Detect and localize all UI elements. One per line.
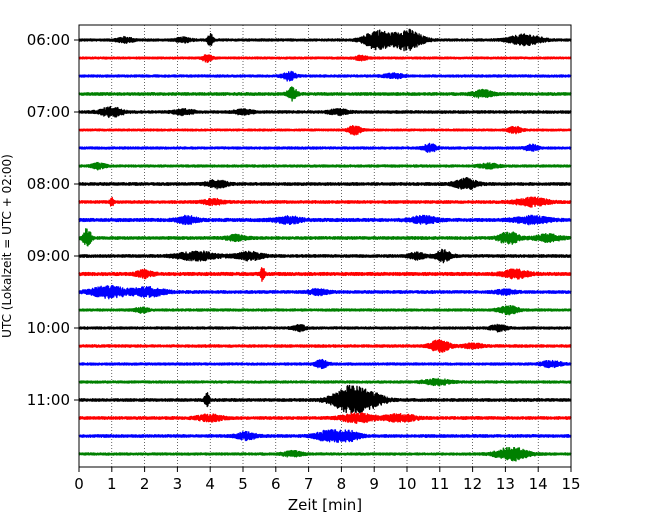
- trace-0800: [78, 177, 572, 190]
- y-tick-label: 07:00: [27, 103, 70, 121]
- plot-frame: [78, 24, 572, 468]
- trace-0700: [78, 105, 572, 119]
- trace-0845: [78, 228, 572, 247]
- x-tick-label: 14: [529, 475, 548, 493]
- trace-0745: [78, 161, 572, 171]
- x-tick-label: 9: [369, 475, 379, 493]
- trace-0815: [78, 196, 572, 208]
- x-tick-label: 10: [397, 475, 416, 493]
- x-tick-label: 2: [140, 475, 150, 493]
- x-tick-label: 6: [271, 475, 281, 493]
- y-tick-label: 11:00: [27, 391, 70, 409]
- trace-1015: [78, 338, 572, 354]
- x-tick-label: 0: [74, 475, 84, 493]
- trace-1000: [78, 323, 572, 333]
- x-tick-label: 4: [205, 475, 215, 493]
- trace-0730: [78, 142, 572, 153]
- trace-1145: [78, 446, 572, 462]
- trace-0930: [78, 284, 572, 300]
- y-tick-label: 06:00: [27, 31, 70, 49]
- x-tick-label: 1: [107, 475, 117, 493]
- x-tick-label: 5: [238, 475, 248, 493]
- x-tick-label: 11: [430, 475, 449, 493]
- x-axis-label: Zeit [min]: [288, 496, 362, 514]
- trace-1115: [78, 412, 572, 424]
- y-tick-label: 08:00: [27, 175, 70, 193]
- y-axis-ticks: 06:00 07:00 08:00 09:00 10:00 11:00: [27, 31, 79, 409]
- trace-0645: [78, 86, 572, 102]
- trace-1130: [78, 428, 572, 443]
- trace-1030: [78, 358, 572, 370]
- trace-0630: [78, 70, 572, 82]
- trace-0830: [78, 214, 572, 226]
- trace-0715: [78, 124, 572, 136]
- x-tick-label: 3: [173, 475, 183, 493]
- x-tick-label: 13: [496, 475, 515, 493]
- x-tick-label: 8: [337, 475, 347, 493]
- y-tick-label: 09:00: [27, 247, 70, 265]
- trace-0915: [78, 267, 572, 282]
- trace-0900: [78, 248, 572, 264]
- trace-1045: [78, 377, 572, 387]
- y-axis-label: UTC (Lokalzeit = UTC + 02:00): [0, 154, 14, 338]
- x-axis-ticks: 0 1 2 3 4 5 6 7 8 9 10 11 12 13 14 15: [74, 467, 581, 493]
- trace-0615: [78, 54, 572, 64]
- trace-1100: [78, 384, 572, 415]
- y-tick-label: 10:00: [27, 319, 70, 337]
- trace-0600: [78, 28, 572, 52]
- x-tick-label: 12: [463, 475, 482, 493]
- x-tick-label: 15: [561, 475, 580, 493]
- seismogram-traces: [78, 28, 572, 462]
- trace-0945: [78, 304, 572, 316]
- x-tick-label: 7: [304, 475, 314, 493]
